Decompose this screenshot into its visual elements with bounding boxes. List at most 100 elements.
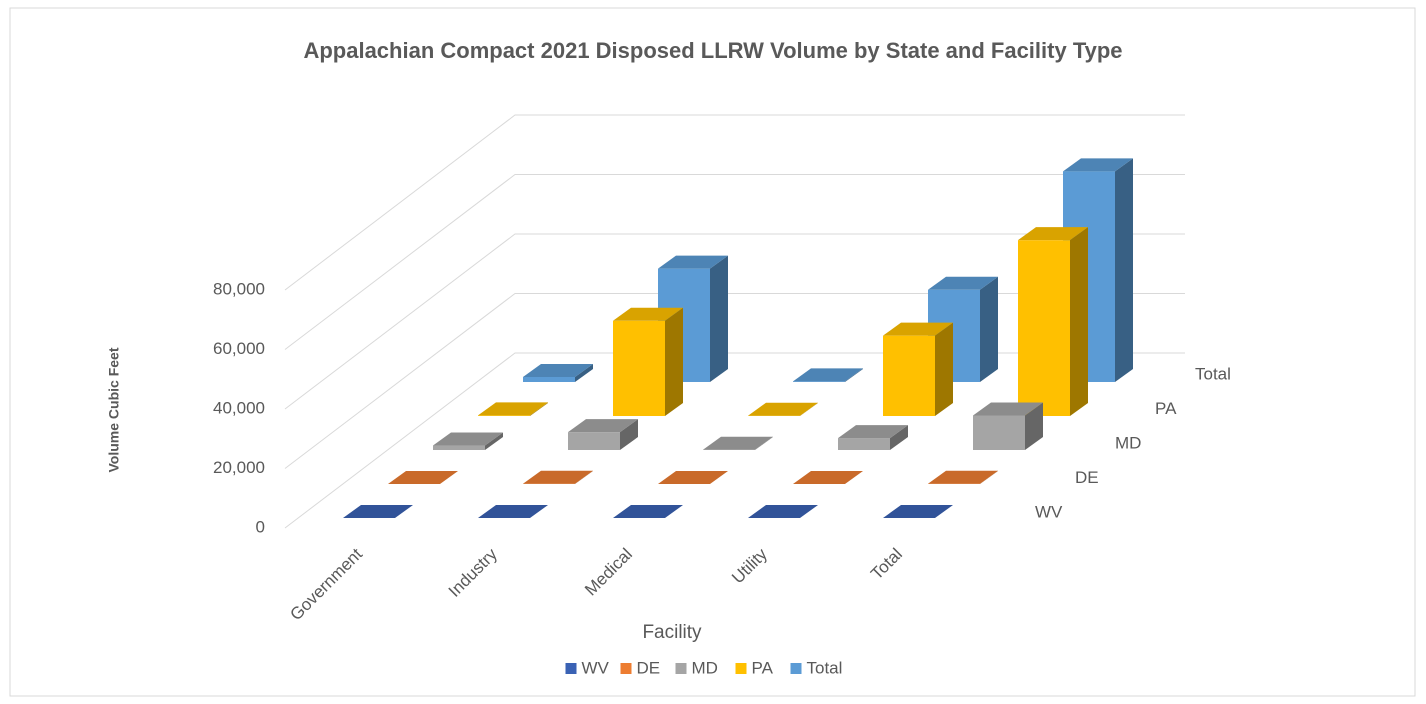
bar-side — [1115, 158, 1133, 382]
bar — [568, 419, 638, 450]
chart-title: Appalachian Compact 2021 Disposed LLRW V… — [303, 38, 1122, 63]
y-tick-label: 20,000 — [213, 458, 265, 477]
bar-top — [1063, 158, 1133, 172]
bar-side — [890, 425, 908, 450]
bar-side — [755, 436, 773, 450]
y-tick-label: 0 — [256, 517, 265, 536]
bar-side — [980, 470, 998, 484]
bar — [613, 307, 683, 416]
legend-label: MD — [692, 658, 718, 677]
bar-top — [748, 505, 818, 518]
bar-top — [1018, 227, 1088, 241]
y-axis-title: Volume Cubic Feet — [106, 347, 122, 472]
bar-top — [523, 363, 593, 377]
bar — [703, 436, 773, 450]
bar — [928, 470, 998, 484]
bar — [928, 276, 998, 382]
bar — [613, 505, 683, 518]
grid-line — [284, 174, 1185, 350]
bar-top — [703, 436, 773, 450]
bar-top — [388, 471, 458, 484]
depth-axis-label: Total — [1195, 364, 1231, 383]
bar — [748, 505, 818, 518]
bar-top — [928, 470, 998, 484]
bar-top — [613, 505, 683, 518]
bar-front — [883, 335, 935, 416]
bar-side — [620, 419, 638, 450]
bar — [793, 368, 863, 382]
bar-top — [883, 505, 953, 518]
bar-front — [433, 445, 485, 450]
bar-side — [665, 307, 683, 416]
bar-side — [575, 363, 593, 382]
bar-side — [800, 402, 818, 416]
bar — [388, 471, 458, 484]
bar-front — [793, 381, 845, 382]
bar — [658, 471, 728, 484]
bar-top — [793, 471, 863, 484]
grid-line — [284, 114, 1185, 291]
bar — [748, 402, 818, 416]
bar-front — [1018, 240, 1070, 416]
legend-swatch — [790, 663, 802, 674]
bar — [1018, 227, 1088, 416]
bar-side — [485, 432, 503, 450]
bar-side — [1025, 402, 1043, 450]
bar-top — [433, 432, 503, 446]
bar-front — [568, 432, 620, 450]
grid-line — [284, 233, 1185, 410]
legend-label: PA — [752, 658, 774, 677]
bar — [343, 505, 413, 518]
bar-top — [973, 402, 1043, 416]
bar — [838, 425, 908, 450]
bar-side — [575, 470, 593, 484]
legend-swatch — [675, 663, 687, 674]
bar-front — [478, 415, 530, 416]
bar-side — [710, 255, 728, 382]
bar-top — [838, 425, 908, 439]
depth-axis-label: MD — [1115, 433, 1141, 452]
bar-top — [928, 276, 998, 290]
bar — [478, 402, 548, 416]
bar — [433, 432, 503, 450]
bar — [523, 470, 593, 484]
bar-top — [883, 322, 953, 336]
legend-label: DE — [637, 658, 661, 677]
bar-front — [613, 320, 665, 416]
y-tick-label: 60,000 — [213, 339, 265, 358]
bar — [883, 505, 953, 518]
depth-axis-label: DE — [1075, 468, 1099, 487]
bar-top — [748, 402, 818, 416]
bar — [973, 402, 1043, 450]
depth-axis-label: PA — [1155, 399, 1177, 418]
y-tick-label: 80,000 — [213, 279, 265, 298]
bar-top — [658, 255, 728, 269]
y-tick-label: 40,000 — [213, 398, 265, 417]
bar-top — [793, 368, 863, 382]
legend-label: Total — [807, 658, 843, 677]
bar-top — [478, 505, 548, 518]
legend-swatch — [735, 663, 747, 674]
bar-top — [658, 471, 728, 484]
bar-side — [845, 368, 863, 382]
legend-label: WV — [582, 658, 610, 677]
bar-side — [935, 322, 953, 416]
bar-front — [973, 415, 1025, 450]
legend-swatch — [620, 663, 632, 674]
bar-front — [523, 376, 575, 382]
bar-top — [478, 402, 548, 416]
bar-side — [980, 276, 998, 382]
legend-swatch — [565, 663, 577, 674]
bar — [523, 363, 593, 382]
x-axis-title: Facility — [642, 622, 702, 643]
bar — [793, 471, 863, 484]
bar-side — [1070, 227, 1088, 416]
bar-front — [838, 438, 890, 450]
bar-top — [568, 419, 638, 433]
bar — [883, 322, 953, 416]
bar-side — [530, 402, 548, 416]
bar-top — [523, 470, 593, 484]
bar — [478, 505, 548, 518]
bar-top — [613, 307, 683, 321]
